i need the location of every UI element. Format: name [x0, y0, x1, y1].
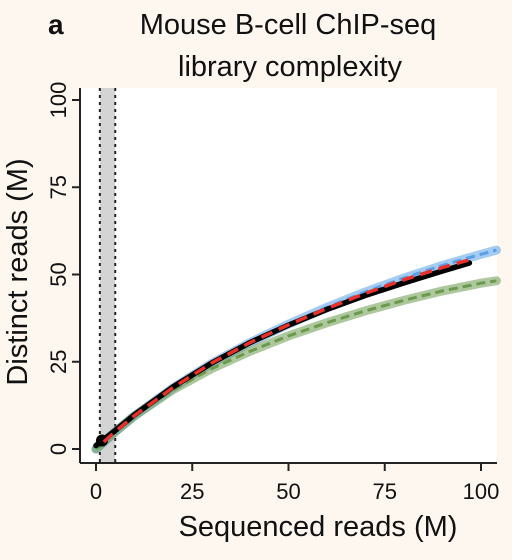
x-tick-label-25: 25: [180, 479, 204, 504]
y-tick-label-100: 100: [46, 82, 71, 119]
y-tick-label-0: 0: [46, 443, 71, 455]
x-tick-label-75: 75: [373, 479, 397, 504]
panel-label: a: [48, 9, 64, 40]
x-tick-label-50: 50: [276, 479, 300, 504]
y-tick-label-75: 75: [46, 175, 71, 199]
x-tick-label-100: 100: [463, 479, 500, 504]
series-4-line: [102, 258, 470, 444]
series-3-start-cap: [96, 434, 108, 447]
x-axis-label: Sequenced reads (M): [179, 511, 458, 543]
chart-title-line-1: Mouse B-cell ChIP-seq: [140, 9, 437, 41]
chart-title-line-2: library complexity: [178, 51, 402, 83]
y-axis-label: Distinct reads (M): [2, 158, 34, 385]
y-tick-label-25: 25: [46, 350, 71, 374]
x-tick-label-0: 0: [90, 479, 102, 504]
shaded-region: [99, 88, 116, 463]
y-tick-label-50: 50: [46, 262, 71, 286]
plot-area: 0 25 50 75 100 0 25 50 75 100: [46, 82, 501, 504]
